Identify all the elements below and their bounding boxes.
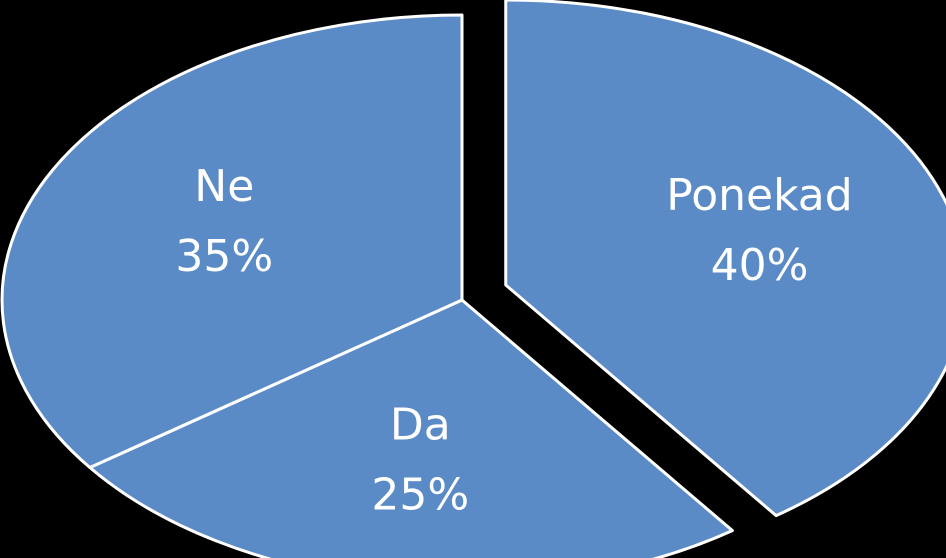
slice-value-label: 40% <box>711 240 809 291</box>
pie-slice <box>0 13 464 470</box>
slice-value-label: 35% <box>175 231 273 282</box>
slice-category-label: Ne <box>194 161 254 212</box>
slice-category-label: Ponekad <box>666 170 852 221</box>
slice-category-label: Da <box>390 399 451 450</box>
pie-slice <box>504 0 946 518</box>
pie-slice <box>88 298 734 558</box>
slice-value-label: 25% <box>371 469 469 520</box>
